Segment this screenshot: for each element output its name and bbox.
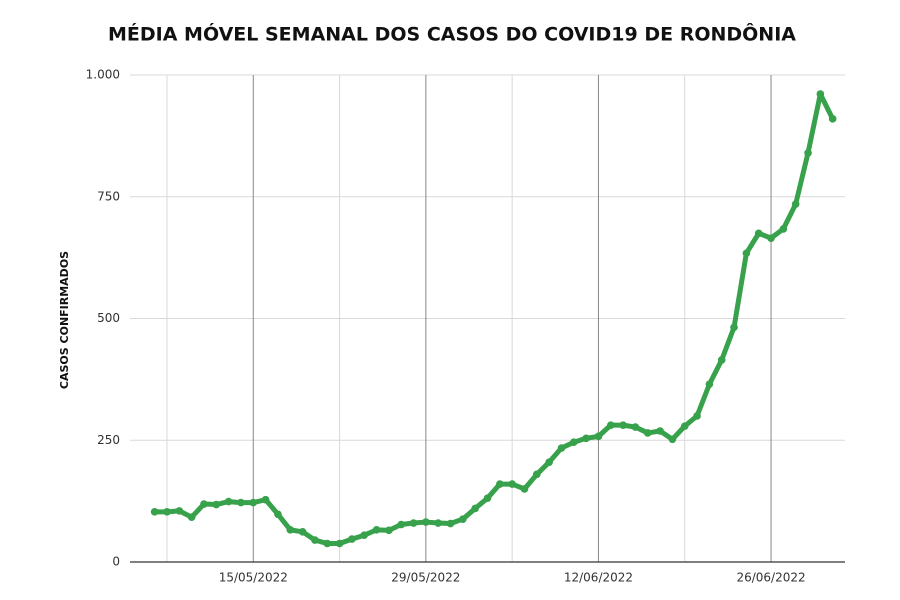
point — [163, 508, 171, 516]
point — [409, 519, 418, 527]
point — [237, 498, 245, 507]
x-tick-label: 29/05/2022 — [391, 571, 460, 585]
point — [828, 115, 837, 123]
point — [816, 90, 825, 98]
point — [286, 526, 295, 534]
point — [656, 427, 664, 435]
point — [397, 520, 406, 529]
point — [754, 229, 763, 238]
y-tick-label: 1.000 — [86, 68, 120, 82]
point — [187, 513, 196, 521]
point — [804, 149, 812, 157]
point — [767, 234, 775, 242]
point — [224, 497, 233, 506]
point — [212, 500, 221, 509]
point — [483, 494, 492, 503]
point — [372, 526, 381, 534]
point — [705, 380, 714, 389]
x-tick-label: 12/06/2022 — [564, 571, 633, 585]
point — [422, 518, 430, 526]
point — [643, 429, 652, 437]
point — [569, 438, 578, 446]
point — [459, 515, 467, 523]
point — [693, 412, 701, 420]
point — [175, 507, 184, 515]
point — [742, 249, 751, 258]
point — [360, 531, 369, 540]
point — [311, 536, 319, 544]
x-tick-label: 26/06/2022 — [736, 571, 805, 585]
y-tick-label: 750 — [97, 189, 120, 203]
point — [446, 519, 455, 528]
point — [545, 458, 553, 466]
y-tick-label: 250 — [97, 433, 120, 447]
point — [631, 423, 640, 431]
point — [249, 498, 258, 507]
point — [791, 200, 800, 208]
y-axis-label: CASOS CONFIRMADOS — [58, 251, 71, 389]
point — [680, 422, 689, 430]
point — [496, 480, 504, 488]
point — [606, 421, 615, 429]
point — [348, 535, 356, 543]
point — [471, 504, 479, 513]
point — [557, 444, 566, 452]
point — [261, 495, 270, 504]
point — [385, 526, 393, 535]
point — [508, 480, 516, 488]
chart-title: MÉDIA MÓVEL SEMANAL DOS CASOS DO COVID19… — [108, 22, 796, 46]
x-tick-label: 15/05/2022 — [219, 571, 288, 585]
point — [717, 356, 726, 364]
point — [434, 519, 442, 527]
point — [619, 421, 627, 429]
point — [298, 528, 307, 536]
point — [323, 539, 332, 548]
point — [335, 539, 344, 548]
point — [520, 485, 529, 493]
point — [582, 434, 590, 443]
point — [150, 508, 159, 516]
point — [668, 435, 677, 444]
point — [533, 470, 541, 479]
y-tick-label: 500 — [97, 311, 120, 325]
point — [594, 432, 603, 441]
point — [274, 510, 282, 519]
point — [730, 323, 738, 332]
point — [779, 225, 788, 233]
y-tick-label: 0 — [112, 555, 120, 569]
point — [200, 500, 208, 508]
